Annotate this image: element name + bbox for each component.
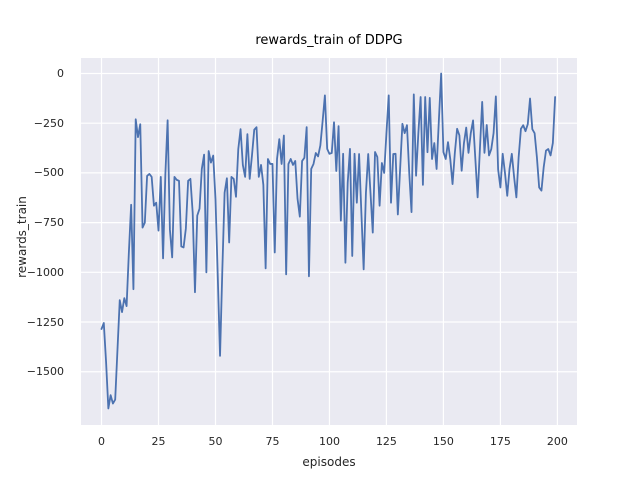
x-tick-label: 125 bbox=[375, 435, 397, 448]
chart-title: rewards_train of DDPG bbox=[255, 33, 403, 48]
x-tick-label: 75 bbox=[265, 435, 280, 448]
plot-area bbox=[81, 58, 577, 425]
x-tick-label: 175 bbox=[489, 435, 511, 448]
x-tick-label: 50 bbox=[208, 435, 223, 448]
x-axis-label: episodes bbox=[302, 455, 356, 469]
line-chart bbox=[81, 58, 577, 425]
y-tick-label: −1250 bbox=[26, 315, 64, 329]
y-tick-label: −1000 bbox=[26, 265, 64, 279]
y-tick-label: −500 bbox=[33, 166, 64, 180]
y-tick-label: −750 bbox=[33, 216, 64, 230]
y-tick-label: −250 bbox=[33, 116, 64, 130]
x-tick-label: 100 bbox=[318, 435, 340, 448]
x-tick-label: 0 bbox=[98, 435, 105, 448]
y-tick-label: −1500 bbox=[26, 365, 64, 379]
x-tick-label: 200 bbox=[546, 435, 568, 448]
x-tick-label: 150 bbox=[432, 435, 454, 448]
reward-line bbox=[100, 72, 557, 410]
x-tick-label: 25 bbox=[151, 435, 166, 448]
y-tick-label: 0 bbox=[57, 67, 64, 80]
